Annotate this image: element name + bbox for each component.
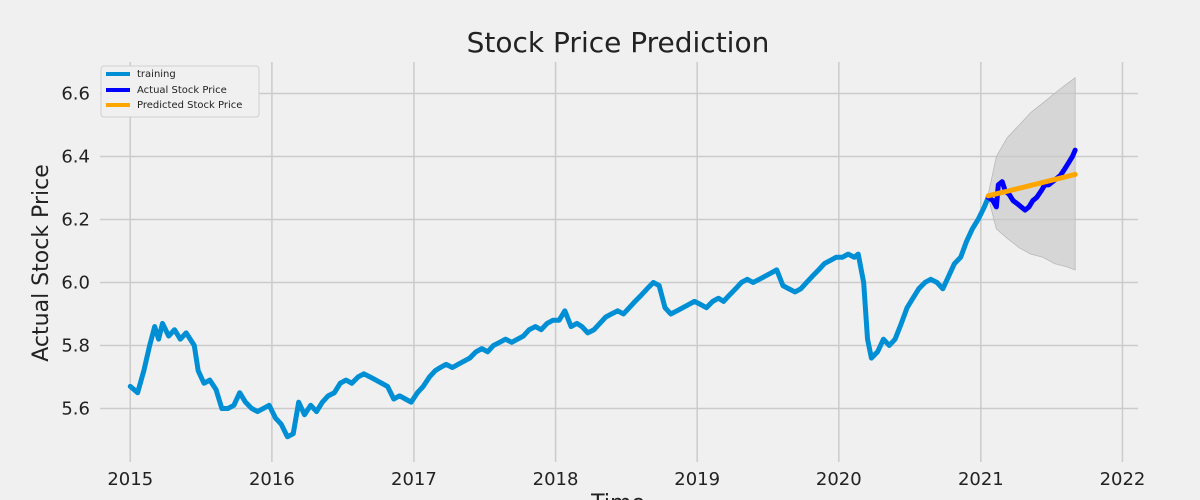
legend-label-actual: Actual Stock Price — [137, 85, 227, 96]
y-tick-label: 6.2 — [61, 209, 90, 230]
x-tick-label: 2015 — [107, 469, 153, 490]
y-axis-ticks: 5.6 5.8 6.0 6.2 6.4 6.6 — [61, 83, 90, 419]
legend-frame — [100, 65, 260, 118]
predicted-price-line — [985, 171, 1078, 199]
x-axis-label: Time — [590, 491, 645, 500]
legend-label-training: training — [137, 69, 176, 80]
x-tick-label: 2020 — [816, 469, 862, 490]
y-tick-label: 5.6 — [61, 398, 90, 419]
series-lines — [127, 147, 1078, 440]
x-tick-label: 2018 — [533, 469, 579, 490]
actual-price-line — [985, 147, 1078, 213]
chart-title: Stock Price Prediction — [467, 26, 770, 59]
x-tick-label: 2022 — [1100, 469, 1146, 490]
y-tick-label: 6.4 — [61, 146, 90, 167]
x-tick-label: 2019 — [674, 469, 720, 490]
y-tick-label: 6.6 — [61, 83, 90, 104]
confidence-band — [987, 76, 1076, 271]
x-tick-label: 2017 — [391, 469, 437, 490]
y-tick-label: 6.0 — [61, 272, 90, 293]
x-axis-ticks: 2015 2016 2017 2018 2019 2020 2021 2022 — [107, 469, 1145, 490]
y-tick-label: 5.8 — [61, 335, 90, 356]
x-tick-label: 2016 — [249, 469, 295, 490]
x-tick-label: 2021 — [958, 469, 1004, 490]
y-axis-label: Actual Stock Price — [29, 164, 54, 361]
training-line — [127, 194, 991, 440]
legend: training Actual Stock Price Predicted St… — [100, 65, 260, 118]
confidence-band-area — [987, 76, 1076, 271]
legend-label-predicted: Predicted Stock Price — [137, 100, 242, 111]
